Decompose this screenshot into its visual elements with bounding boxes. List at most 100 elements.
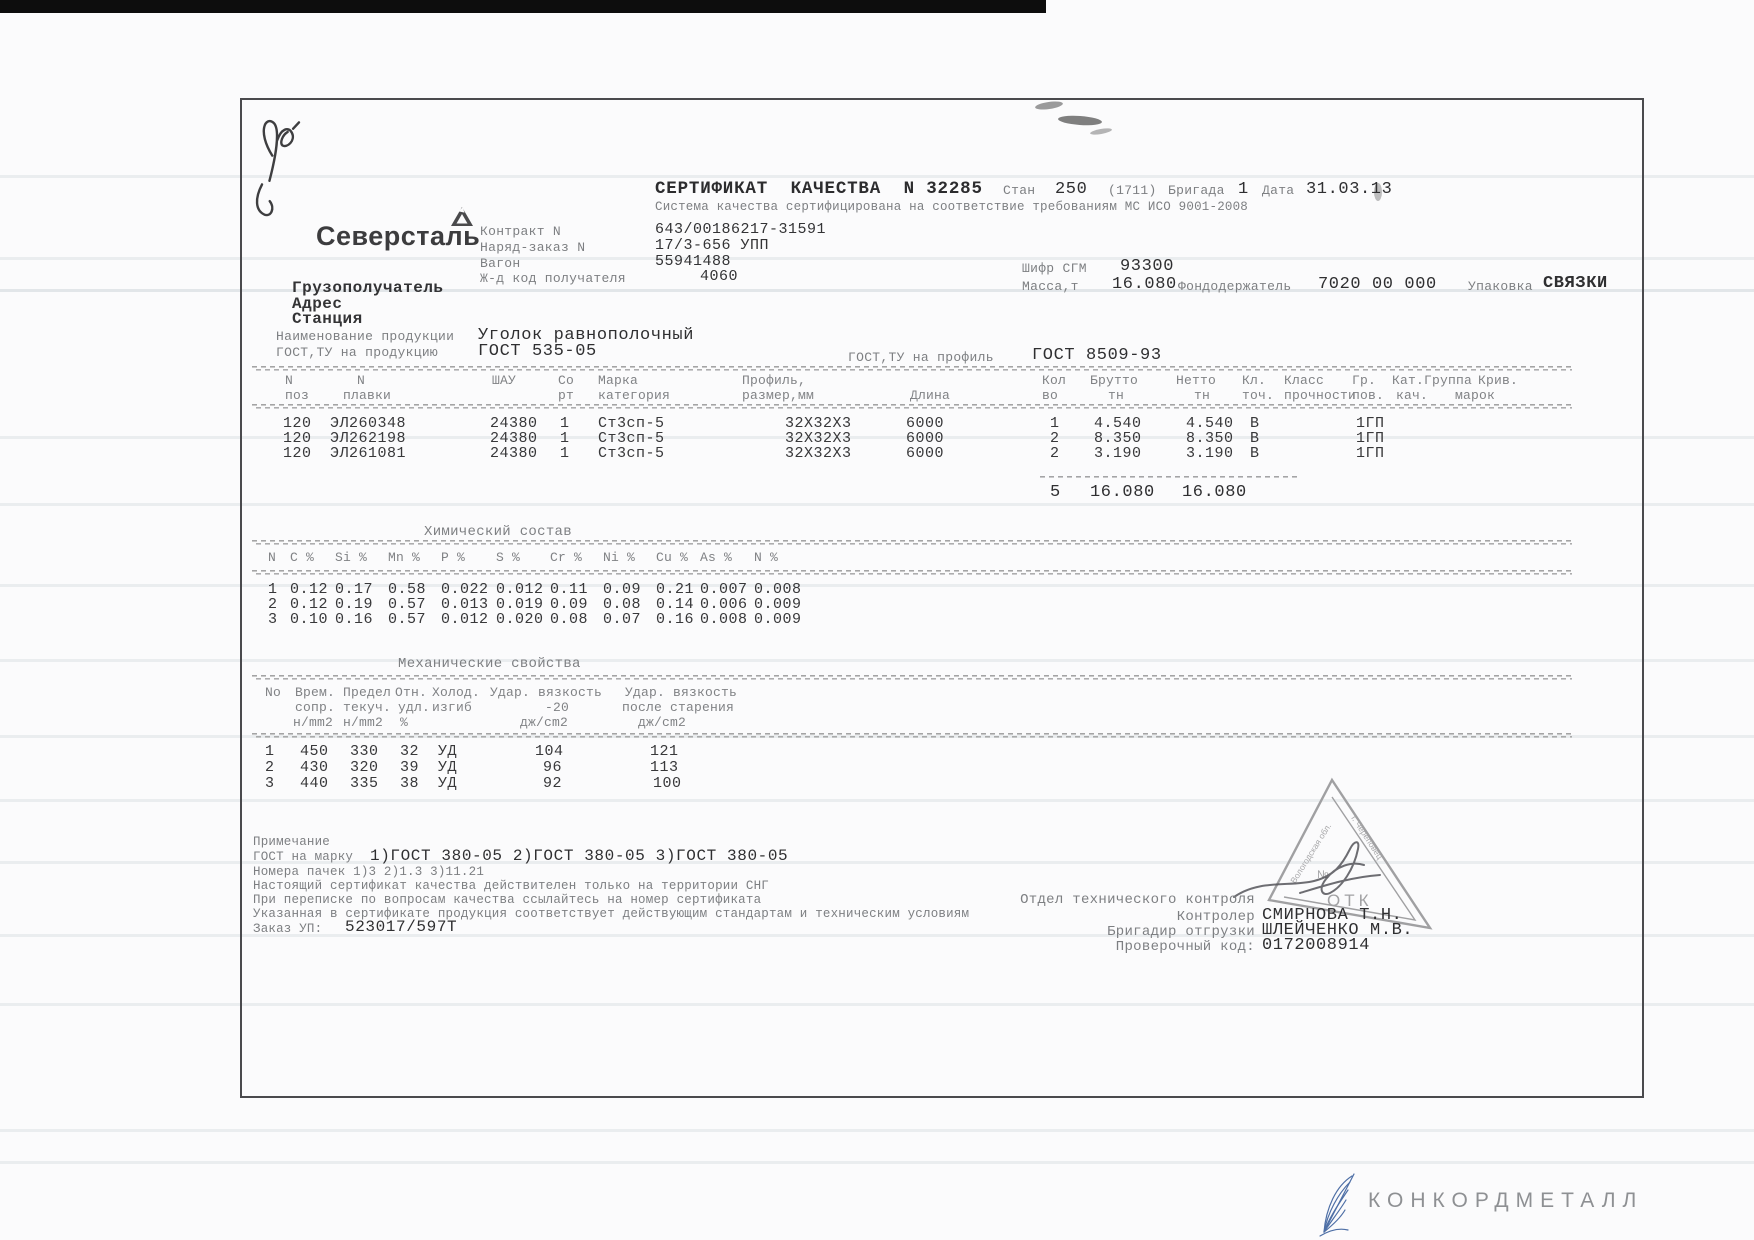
col-header: во [1042, 388, 1059, 403]
col-header: дж/cm2 [638, 715, 687, 730]
scan-streak [0, 175, 1754, 178]
col-header: Cu % [656, 550, 689, 565]
brigade-label: Бригада [1168, 183, 1225, 198]
table-cell: 0.020 [496, 611, 544, 628]
table-cell: 32Х32Х3 [785, 430, 852, 447]
scan-smudge [1374, 183, 1382, 201]
table-cell: УД [438, 759, 458, 776]
table-cell: 0.09 [550, 596, 589, 613]
signature-scribble [1233, 841, 1381, 898]
scan-streak [0, 1129, 1754, 1132]
check-code-value: 0172008914 [1262, 936, 1371, 955]
table-cell: 6000 [906, 415, 945, 432]
sgm-value: 93300 [1120, 257, 1175, 276]
packs-note: Номера пачек 1)3 2)1.3 3)11.21 [253, 865, 485, 879]
table-cell: 450 [300, 743, 329, 760]
table-cell: Ст3сп-5 [598, 430, 665, 447]
table-cell: 0.16 [335, 611, 374, 628]
sgm-label: Шифр СГМ [1022, 261, 1087, 276]
table-cell: 121 [650, 743, 679, 760]
rule [252, 675, 1572, 681]
severstal-logo-icon [451, 207, 473, 226]
table-cell: 0.013 [441, 596, 489, 613]
table-cell: ЭЛ260348 [330, 415, 407, 432]
gost-mark-value: 1)ГОСТ 380-05 2)ГОСТ 380-05 3)ГОСТ 380-0… [370, 847, 789, 865]
rule [252, 366, 1572, 372]
table-cell: 2 [265, 759, 275, 776]
col-header: кач. [1396, 388, 1429, 403]
qc-dept: Отдел технического контроля [1020, 892, 1255, 908]
check-code-label: Проверочный код: [1115, 939, 1255, 955]
mass-label: Масса,т [1022, 279, 1079, 294]
table-cell: 1 [560, 445, 570, 462]
table-cell: 0.012 [441, 611, 489, 628]
col-header: тн [1108, 388, 1125, 403]
table-cell: 120 [283, 415, 312, 432]
rule [252, 570, 1572, 576]
col-header: Профиль, [742, 373, 807, 388]
table-cell: 100 [653, 775, 682, 792]
col-header: сопр. [295, 700, 336, 715]
table-cell: 1 [265, 743, 275, 760]
scan-streak [0, 799, 1754, 802]
quality-system-note: Система качества сертифицирована на соот… [655, 200, 1248, 214]
table-cell: 0.14 [656, 596, 695, 613]
col-header: Врем. [295, 685, 336, 700]
order-up-value: 523017/597Т [345, 918, 458, 936]
col-header: Гр. [1352, 373, 1377, 388]
col-header: Холод. [432, 685, 481, 700]
col-header: Брутто [1090, 373, 1139, 388]
table-cell: УД [438, 743, 458, 760]
packing-label: Упаковка [1468, 279, 1533, 294]
date-value: 31.03.13 [1306, 180, 1393, 199]
col-header: Крив. [1478, 373, 1519, 388]
table-cell: 1 [1050, 415, 1060, 432]
otk-stamp: Вологодская обл. г. Череповец № ОТК [1267, 777, 1433, 930]
table-cell: 24380 [490, 430, 538, 447]
table-cell: 39 [400, 759, 420, 776]
table-cell: 0.58 [388, 581, 427, 598]
table-cell: 92 [543, 775, 563, 792]
order-label: Наряд-заказ N [480, 240, 586, 255]
table-cell: 0.012 [496, 581, 544, 598]
scan-streak [0, 934, 1754, 937]
col-header: изгиб [432, 700, 473, 715]
col-header: P % [441, 550, 466, 565]
profile-gost-value: ГОСТ 8509-93 [1032, 346, 1162, 365]
col-header: Нетто [1176, 373, 1217, 388]
date-label: Дата [1262, 183, 1295, 198]
col-header: S % [496, 550, 521, 565]
table-cell: 0.17 [335, 581, 374, 598]
table-cell: 0.16 [656, 611, 695, 628]
document-border-frame [240, 98, 1644, 1098]
col-header: N [285, 373, 294, 388]
table-cell: 4.540 [1186, 415, 1234, 432]
rule [1040, 476, 1298, 478]
col-header: тн [1194, 388, 1211, 403]
table-cell: 335 [350, 775, 379, 792]
table-cell: 0.08 [603, 596, 642, 613]
table-cell: 24380 [490, 445, 538, 462]
table-cell: 1ГП [1356, 415, 1385, 432]
col-header: н/mm2 [293, 715, 334, 730]
table-cell: 3.190 [1186, 445, 1234, 462]
scan-streak [0, 584, 1754, 587]
table-cell: 32 [400, 743, 420, 760]
table-cell: 1ГП [1356, 445, 1385, 462]
product-gost-label: ГОСТ,ТУ на продукцию [276, 345, 439, 360]
mill-label: Стан [1003, 183, 1036, 198]
packing-value: СВЯЗКИ [1543, 274, 1608, 293]
table-cell: 0.006 [700, 596, 748, 613]
table-cell: 0.008 [700, 611, 748, 628]
consignee-line: Адрес [292, 295, 343, 313]
table-cell: 24380 [490, 415, 538, 432]
table-cell: 440 [300, 775, 329, 792]
mill-value: 250 [1055, 180, 1088, 199]
controller-label: Контролер [1176, 909, 1255, 925]
footer-logo-text: КОНКОРДМЕТАЛЛ [1368, 1189, 1644, 1212]
scan-streak [0, 659, 1754, 662]
col-header: Cr % [550, 550, 583, 565]
col-header: Ni % [603, 550, 636, 565]
total-qty: 5 [1050, 483, 1061, 502]
handwritten-mark [255, 119, 301, 217]
